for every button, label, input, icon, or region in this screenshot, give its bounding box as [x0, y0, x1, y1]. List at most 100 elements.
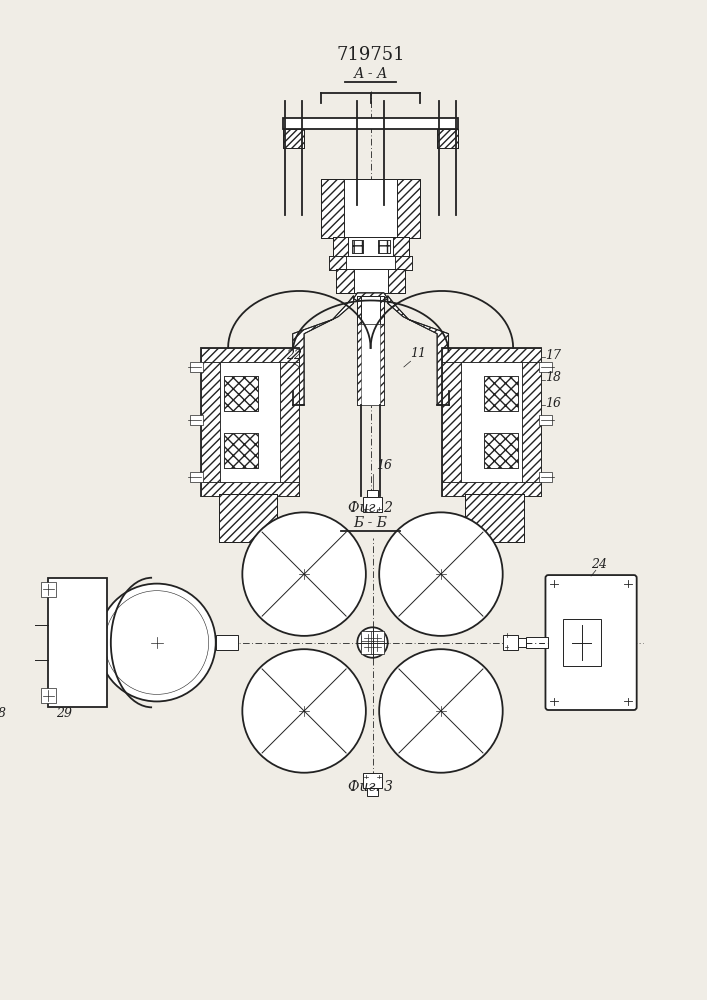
Text: А - А: А - А [354, 67, 388, 81]
Bar [361, 641, 375, 654]
Bar [525, 637, 549, 648]
Text: Б - Б: Б - Б [354, 516, 387, 530]
Bar [49, 578, 107, 707]
Bar [281, 348, 299, 496]
Bar [503, 635, 518, 650]
Bar [190, 362, 204, 372]
Bar [321, 179, 420, 238]
Bar [363, 773, 382, 788]
Bar [484, 376, 518, 411]
Bar [284, 129, 304, 148]
Bar [464, 494, 524, 542]
Bar [395, 256, 412, 270]
Bar [522, 348, 541, 496]
Bar [201, 348, 299, 362]
Bar [216, 635, 238, 650]
Bar [522, 348, 541, 496]
Bar [539, 472, 552, 482]
Text: 28: 28 [0, 707, 6, 720]
Bar [190, 472, 204, 482]
Text: 16: 16 [376, 459, 392, 472]
Bar [321, 179, 420, 238]
Text: Фиг. 2: Фиг. 2 [348, 501, 393, 515]
Bar [484, 433, 518, 468]
Bar [218, 494, 278, 542]
Bar [484, 376, 518, 411]
Bar [337, 269, 405, 293]
Bar [361, 636, 384, 649]
Bar [539, 362, 552, 372]
Text: Фиг. 3: Фиг. 3 [348, 780, 393, 794]
Text: 11: 11 [411, 347, 426, 360]
Text: 16: 16 [546, 397, 561, 410]
Bar [201, 348, 221, 496]
Circle shape [379, 512, 503, 636]
Bar [41, 688, 56, 703]
Bar [357, 324, 384, 405]
Bar [348, 237, 393, 258]
Bar [518, 638, 525, 647]
Polygon shape [293, 296, 354, 405]
Bar [370, 641, 384, 654]
Bar [378, 240, 390, 253]
Bar [442, 482, 541, 496]
Bar [437, 129, 458, 148]
Bar [354, 269, 387, 293]
Bar [539, 415, 552, 425]
Bar [224, 433, 259, 468]
Bar [351, 240, 363, 253]
Bar [442, 348, 461, 496]
Bar [329, 256, 346, 270]
Bar [367, 788, 378, 796]
Bar [337, 269, 405, 293]
Bar [442, 482, 541, 496]
Text: 17: 17 [546, 349, 561, 362]
Bar [351, 240, 363, 253]
Polygon shape [354, 293, 387, 306]
Polygon shape [201, 348, 299, 496]
Bar [357, 296, 384, 405]
Bar [41, 582, 56, 597]
Bar [361, 631, 375, 644]
Bar [442, 348, 541, 362]
Bar [284, 118, 458, 129]
Circle shape [243, 512, 366, 636]
Bar [370, 631, 384, 644]
Bar [190, 415, 204, 425]
Bar [363, 497, 382, 512]
Bar [218, 494, 278, 542]
Text: 29: 29 [56, 707, 72, 720]
Bar [442, 348, 461, 496]
Circle shape [105, 591, 209, 694]
Bar [224, 433, 259, 468]
Bar [281, 348, 299, 496]
Bar [357, 296, 384, 405]
Circle shape [379, 649, 503, 773]
Bar [332, 237, 409, 258]
Bar [201, 482, 299, 496]
Bar [204, 351, 296, 493]
Polygon shape [387, 296, 448, 405]
Bar [378, 240, 390, 253]
Bar [367, 490, 378, 497]
Bar [464, 494, 524, 542]
Bar [332, 237, 409, 258]
Bar [329, 256, 412, 270]
Circle shape [243, 649, 366, 773]
Bar [201, 348, 299, 362]
Text: 719751: 719751 [337, 46, 405, 64]
Circle shape [366, 636, 379, 649]
Bar [329, 256, 346, 270]
Bar [344, 179, 397, 238]
Bar [437, 129, 458, 148]
Bar [484, 433, 518, 468]
Circle shape [98, 584, 216, 701]
Bar [361, 324, 380, 405]
Bar [357, 324, 384, 405]
FancyBboxPatch shape [546, 575, 637, 710]
Bar [284, 129, 304, 148]
Bar [201, 348, 221, 496]
Bar [442, 348, 541, 496]
Bar [224, 376, 259, 411]
Bar [395, 256, 412, 270]
